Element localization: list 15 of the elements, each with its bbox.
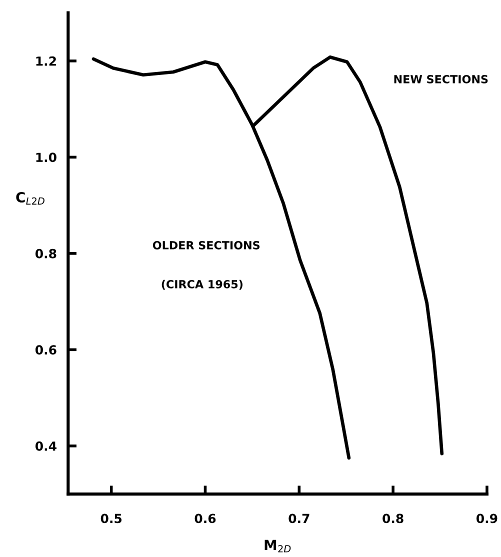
y-axis-title: C$_{L2D}$	[16, 192, 44, 205]
y-tick-label: 1.2	[36, 56, 56, 66]
y-tick-label: 0.8	[35, 248, 56, 258]
x-tick-label: 0.6	[194, 514, 216, 524]
y-tick-label: 1.0	[36, 152, 56, 162]
annotation: OLDER SECTIONS	[152, 241, 260, 250]
x-axis-title: M$_{2D}$	[264, 540, 291, 552]
y-tick-label: 0.4	[35, 441, 56, 451]
x-tick-label: 0.5	[100, 514, 122, 524]
x-tick-label: 0.9	[476, 514, 498, 524]
annotation: (CIRCA 1965)	[162, 280, 242, 290]
x-tick-label: 0.8	[382, 514, 404, 524]
annotation: NEW SECTIONS	[394, 75, 488, 84]
y-tick-label: 0.6	[35, 345, 56, 355]
x-tick-label: 0.7	[288, 514, 310, 524]
